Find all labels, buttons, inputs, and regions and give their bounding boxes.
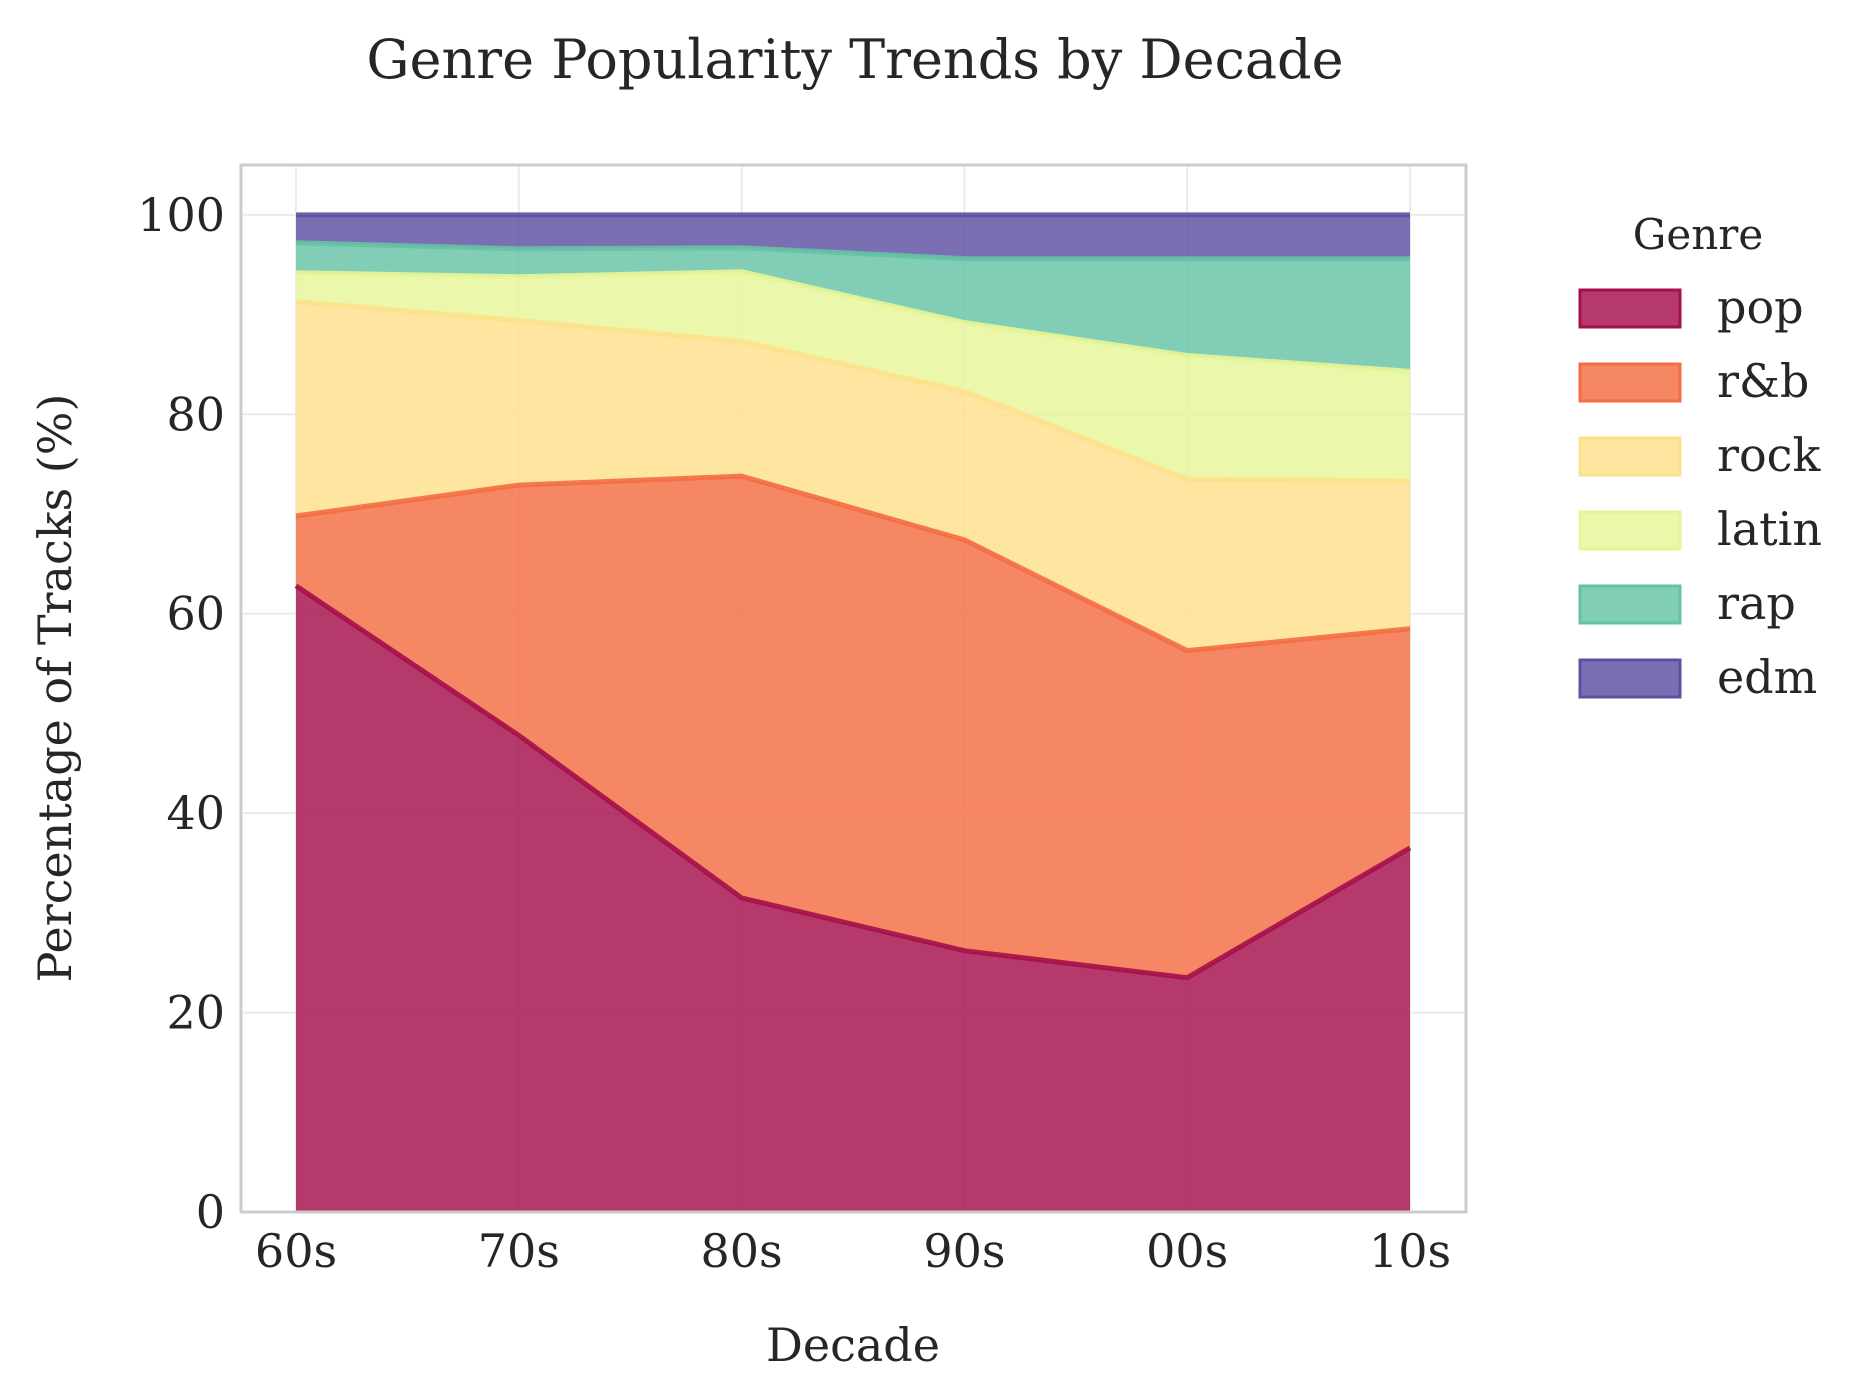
legend-label-pop: pop	[1717, 280, 1804, 334]
x-tick-label: 70s	[478, 1224, 560, 1278]
y-tick-label: 0	[196, 1185, 225, 1239]
legend: Genre pop r&b rock latin rap edm	[1578, 210, 1822, 704]
area-edge-rap	[295, 240, 1410, 262]
legend-items: pop r&b rock latin rap edm	[1578, 280, 1822, 704]
area-edge-rb	[295, 473, 1411, 654]
legend-swatch-rap	[1578, 584, 1682, 625]
legend-swatch-pop	[1578, 288, 1682, 329]
legend-label-edm: edm	[1717, 650, 1817, 704]
y-tick-label: 80	[166, 387, 225, 441]
x-axis-ticks: 60s 70s 80s 90s 00s 10s	[255, 1224, 1451, 1278]
area-edge-pop	[294, 583, 1412, 981]
legend-label-rb: r&b	[1717, 354, 1809, 408]
y-tick-label: 40	[166, 786, 225, 840]
y-tick-label: 100	[137, 188, 225, 242]
y-axis-label: Percentage of Tracks (%)	[28, 394, 82, 983]
y-tick-label: 20	[166, 986, 225, 1040]
area-edges	[294, 212, 1412, 981]
chart-title: Genre Popularity Trends by Decade	[366, 28, 1343, 91]
y-axis-ticks: 0 20 40 60 80 100	[137, 188, 225, 1239]
x-tick-label: 90s	[923, 1224, 1005, 1278]
y-tick-label: 60	[166, 587, 225, 641]
legend-swatch-edm	[1578, 658, 1682, 699]
x-tick-label: 00s	[1146, 1224, 1228, 1278]
legend-swatch-rb	[1578, 362, 1682, 403]
legend-title: Genre	[1633, 210, 1763, 259]
legend-swatch-latin	[1578, 510, 1682, 551]
x-tick-label: 60s	[255, 1224, 337, 1278]
area-rb	[296, 476, 1410, 978]
plot-frame	[239, 163, 1468, 1214]
x-tick-label: 10s	[1369, 1224, 1451, 1278]
area-pop	[296, 585, 1410, 1212]
area-edge-rock	[295, 299, 1411, 484]
legend-label-latin: latin	[1717, 502, 1822, 556]
legend-label-rap: rap	[1717, 576, 1796, 630]
area-rock	[296, 301, 1410, 651]
x-axis-label: Decade	[766, 1318, 940, 1372]
area-edge-latin	[295, 269, 1411, 374]
x-tick-label: 80s	[701, 1224, 783, 1278]
legend-label-rock: rock	[1717, 428, 1821, 482]
legend-swatch-rock	[1578, 436, 1682, 477]
